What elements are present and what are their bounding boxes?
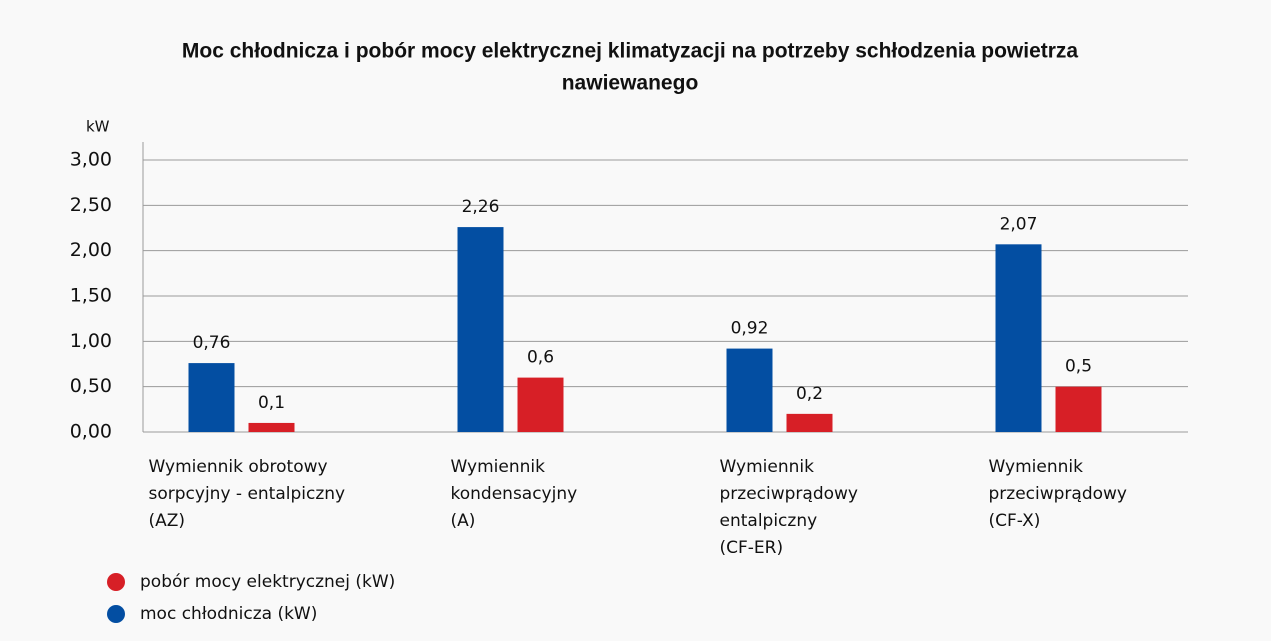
- x-tick-label: (CF-X): [989, 511, 1041, 531]
- y-tick-label: 2,00: [70, 239, 112, 261]
- data-label: 0,1: [258, 393, 285, 413]
- x-tick-label: Wymiennik: [989, 457, 1084, 477]
- y-tick-label: 2,50: [70, 194, 112, 216]
- legend-label: pobór mocy elektrycznej (kW): [140, 572, 395, 592]
- data-label: 0,5: [1065, 357, 1092, 377]
- x-tick-label: przeciwprądowy: [989, 484, 1128, 504]
- data-label: 0,2: [796, 384, 823, 404]
- y-tick-label: 3,00: [70, 149, 112, 171]
- x-tick-label: (CF-ER): [720, 538, 784, 558]
- x-tick-label: kondensacyjny: [451, 484, 578, 504]
- bar: [517, 377, 564, 432]
- y-tick-label: 1,00: [70, 330, 112, 352]
- y-axis-unit: kW: [86, 118, 110, 136]
- bar: [726, 348, 773, 432]
- x-tick-label: (AZ): [149, 511, 186, 531]
- x-tick-label: Wymiennik: [451, 457, 546, 477]
- bar: [995, 244, 1042, 432]
- bar: [248, 422, 295, 432]
- data-label: 2,26: [462, 197, 500, 217]
- x-tick-label: przeciwprądowy: [720, 484, 859, 504]
- x-tick-label: Wymiennik: [720, 457, 815, 477]
- data-label: 0,92: [731, 319, 769, 339]
- x-tick-label: Wymiennik obrotowy: [149, 457, 328, 477]
- bar: [457, 227, 504, 432]
- data-label: 0,6: [527, 348, 554, 368]
- bar: [786, 413, 833, 432]
- legend-label: moc chłodnicza (kW): [140, 604, 317, 624]
- x-tick-label: (A): [451, 511, 476, 531]
- legend-swatch: [107, 573, 125, 591]
- y-tick-label: 0,00: [70, 421, 112, 443]
- bar: [188, 363, 235, 432]
- bar: [1055, 386, 1102, 432]
- legend-swatch: [107, 605, 125, 623]
- data-label: 0,76: [193, 333, 231, 353]
- chart-title: Moc chłodnicza i pobór mocy elektrycznej…: [182, 40, 1079, 63]
- x-tick-label: entalpiczny: [720, 511, 818, 531]
- chart-title: nawiewanego: [562, 72, 699, 95]
- data-label: 2,07: [1000, 214, 1038, 234]
- y-tick-label: 1,50: [70, 285, 112, 307]
- y-tick-label: 0,50: [70, 375, 112, 397]
- x-tick-label: sorpcyjny - entalpiczny: [149, 484, 346, 504]
